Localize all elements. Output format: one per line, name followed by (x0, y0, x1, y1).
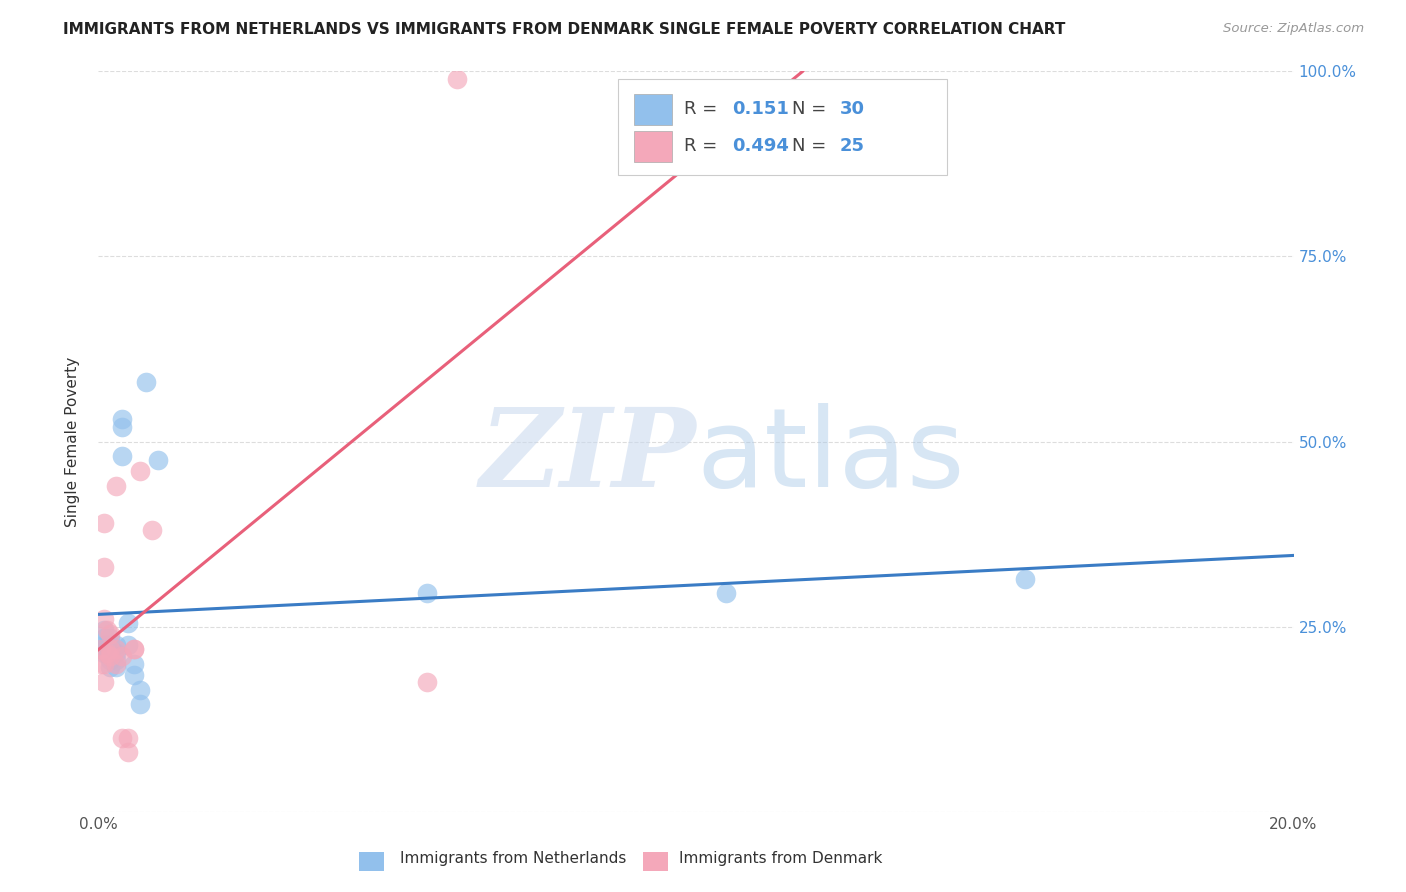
Point (93, 675, 115, 690)
Text: IMMIGRANTS FROM NETHERLANDS VS IMMIGRANTS FROM DENMARK SINGLE FEMALE POVERTY COR: IMMIGRANTS FROM NETHERLANDS VS IMMIGRANT… (63, 22, 1066, 37)
Text: ZIP: ZIP (479, 402, 696, 510)
Point (98, 653, 122, 667)
Point (446, 71, 468, 86)
Point (1014, 572, 1036, 586)
Point (105, 660, 128, 674)
Point (111, 412, 134, 426)
Point (129, 464, 152, 478)
Point (96, 646, 118, 660)
Point (105, 641, 128, 656)
Point (93, 638, 115, 652)
Point (135, 376, 157, 390)
Text: Source: ZipAtlas.com: Source: ZipAtlas.com (1223, 22, 1364, 36)
Point (148, 453, 170, 467)
Point (93, 516, 115, 530)
Text: atlas: atlas (696, 403, 965, 510)
Point (124, 641, 146, 656)
Text: R =: R = (685, 137, 723, 155)
Text: 0.494: 0.494 (733, 137, 789, 155)
Point (117, 615, 139, 630)
Point (105, 646, 128, 660)
Point (416, 675, 439, 690)
Text: R =: R = (685, 100, 723, 118)
Point (96, 646, 118, 660)
Point (111, 649, 134, 664)
Text: 25: 25 (839, 137, 865, 155)
Point (96, 638, 118, 652)
Point (416, 586, 439, 600)
Point (111, 419, 134, 434)
Point (98, 631, 122, 645)
Text: N =: N = (792, 137, 831, 155)
Point (98, 641, 122, 656)
Point (98, 646, 122, 660)
FancyBboxPatch shape (634, 94, 672, 125)
Text: Immigrants from Netherlands: Immigrants from Netherlands (399, 851, 627, 865)
Text: 0.151: 0.151 (733, 100, 789, 118)
Point (129, 698, 152, 712)
Point (93, 612, 115, 626)
Point (117, 638, 139, 652)
Point (117, 746, 139, 760)
Point (98, 660, 122, 674)
Point (90, 641, 112, 656)
Point (111, 450, 134, 464)
Point (93, 657, 115, 671)
Point (105, 657, 128, 671)
Point (124, 657, 146, 671)
Point (111, 731, 134, 745)
Text: N =: N = (792, 100, 831, 118)
Point (93, 624, 115, 638)
FancyBboxPatch shape (634, 130, 672, 161)
Point (105, 479, 128, 493)
Point (90, 657, 112, 671)
Point (714, 586, 737, 600)
Point (124, 667, 146, 681)
Point (93, 631, 115, 645)
Point (98, 627, 122, 641)
Point (105, 638, 128, 652)
Point (129, 682, 152, 697)
Point (93, 560, 115, 574)
Y-axis label: Single Female Poverty: Single Female Poverty (65, 357, 80, 526)
Point (93, 646, 115, 660)
Text: 30: 30 (839, 100, 865, 118)
Point (98, 638, 122, 652)
Point (96, 624, 118, 638)
Point (98, 649, 122, 664)
Text: Immigrants from Denmark: Immigrants from Denmark (679, 851, 882, 865)
Point (117, 731, 139, 745)
FancyBboxPatch shape (619, 78, 948, 175)
Point (90, 641, 112, 656)
Point (105, 653, 128, 667)
Point (141, 524, 163, 538)
Point (124, 641, 146, 656)
